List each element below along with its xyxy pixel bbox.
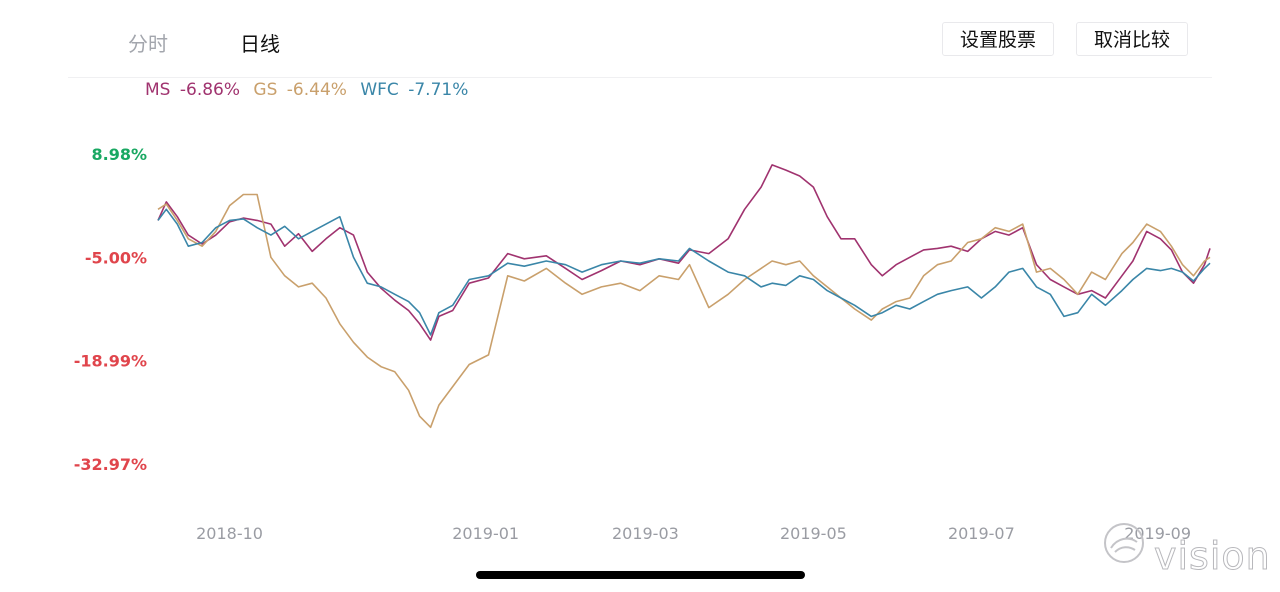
legend-item-wfc: WFC -7.71% — [360, 80, 472, 100]
x-tick-label: 2019-07 — [948, 524, 1015, 543]
series-line-gs — [157, 193, 1211, 429]
x-tick-label: 2018-10 — [196, 524, 263, 543]
legend-symbol: GS — [253, 80, 278, 100]
set-stocks-button[interactable]: 设置股票 — [942, 22, 1054, 56]
x-tick-label: 2019-03 — [612, 524, 679, 543]
header-divider — [68, 77, 1212, 78]
cancel-compare-button[interactable]: 取消比较 — [1076, 22, 1188, 56]
home-indicator — [476, 571, 805, 579]
vision-logo-icon — [1104, 523, 1144, 563]
legend-change: -6.86% — [179, 80, 241, 100]
watermark-text: vision — [1154, 534, 1271, 579]
legend-symbol: MS — [145, 80, 171, 100]
x-tick-label: 2019-01 — [452, 524, 519, 543]
series-lines — [157, 164, 1211, 429]
x-axis: 2018-10 2019-01 2019-03 2019-05 2019-07 2019-… — [196, 524, 1191, 543]
y-axis: 8.98% -5.00% -18.99% -32.97% — [74, 145, 147, 474]
y-tick-label: -32.97% — [74, 455, 147, 474]
legend-item-ms: MS -6.86% — [145, 80, 244, 100]
x-tick-label: 2019-05 — [780, 524, 847, 543]
tab-intraday[interactable]: 分时 — [128, 32, 168, 56]
series-line-wfc — [157, 208, 1211, 336]
chart-legend: MS -6.86% GS -6.44% WFC -7.71% — [145, 80, 476, 100]
series-line-ms — [157, 164, 1211, 341]
y-tick-label: -18.99% — [74, 352, 147, 371]
y-tick-label: 8.98% — [91, 145, 147, 164]
legend-change: -6.44% — [286, 80, 347, 100]
y-tick-label: -5.00% — [85, 248, 147, 267]
legend-symbol: WFC — [360, 80, 399, 100]
legend-change: -7.71% — [408, 80, 469, 100]
tab-daily[interactable]: 日线 — [240, 32, 280, 56]
legend-item-gs: GS -6.44% — [253, 80, 351, 100]
x-tick-label: 2019-09 — [1124, 524, 1191, 543]
